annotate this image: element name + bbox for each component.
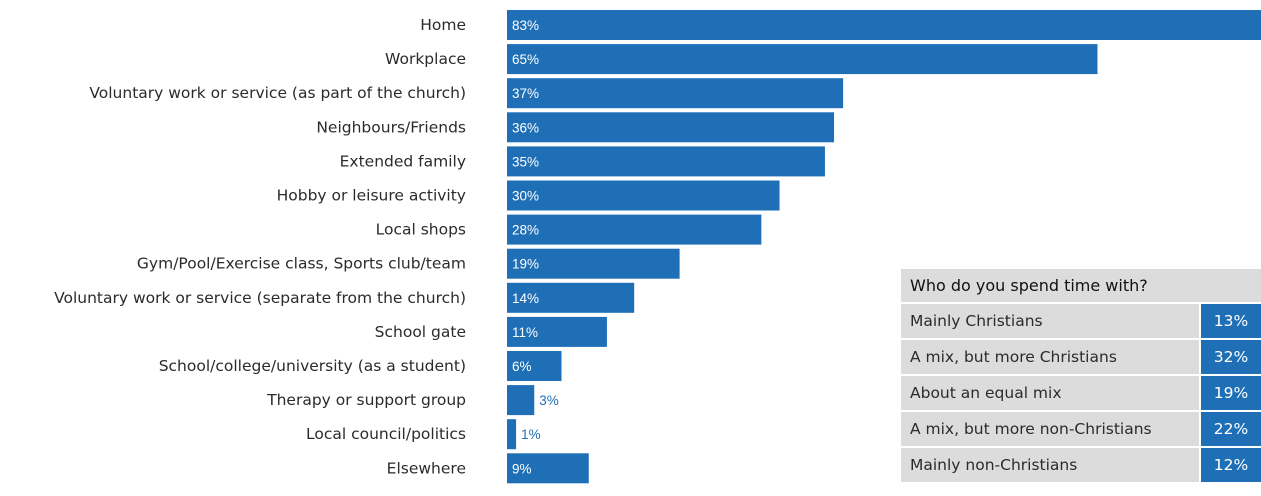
data-label: 6% <box>512 359 532 374</box>
data-label: 28% <box>512 223 539 238</box>
data-label: 35% <box>512 154 539 169</box>
table-row-value: 13% <box>1201 304 1261 338</box>
table-row-value: 12% <box>1201 448 1261 482</box>
time-with-table: Who do you spend time with? Mainly Chris… <box>901 269 1261 484</box>
category-label: Voluntary work or service (separate from… <box>54 289 466 307</box>
table-row-label: A mix, but more non-Christians <box>901 412 1199 446</box>
category-label: Neighbours/Friends <box>316 118 466 136</box>
category-label: Local council/politics <box>306 425 466 443</box>
data-label: 83% <box>512 18 539 33</box>
table-row-value: 22% <box>1201 412 1261 446</box>
data-label: 3% <box>539 393 559 408</box>
category-label: Elsewhere <box>387 459 466 477</box>
data-label: 9% <box>512 461 532 476</box>
bar <box>507 419 517 450</box>
data-label: 65% <box>512 52 539 67</box>
category-label: Hobby or leisure activity <box>277 187 466 205</box>
table-row: Mainly non-Christians 12% <box>901 448 1261 482</box>
bar <box>507 180 780 211</box>
bar <box>507 112 835 143</box>
data-label: 14% <box>512 291 539 306</box>
category-label: Gym/Pool/Exercise class, Sports club/tea… <box>137 255 466 273</box>
table-row-label: A mix, but more Christians <box>901 340 1199 374</box>
bar <box>507 146 825 177</box>
bar <box>507 248 680 279</box>
bar <box>507 385 535 416</box>
bar <box>507 78 844 109</box>
bar <box>507 351 562 381</box>
table-title: Who do you spend time with? <box>901 269 1261 302</box>
table-row-label: Mainly Christians <box>901 304 1199 338</box>
data-label: 30% <box>512 189 539 204</box>
data-label: 36% <box>512 120 539 135</box>
bar <box>507 10 1261 40</box>
table-row: A mix, but more Christians 32% <box>901 340 1261 374</box>
table-row-label: About an equal mix <box>901 376 1199 410</box>
data-label: 11% <box>512 325 538 340</box>
category-label: Voluntary work or service (as part of th… <box>89 84 466 102</box>
category-label: Local shops <box>376 221 466 239</box>
table-row: About an equal mix 19% <box>901 376 1261 410</box>
table-row: A mix, but more non-Christians 22% <box>901 412 1261 446</box>
bar <box>507 44 1098 75</box>
data-label: 37% <box>512 86 539 101</box>
category-label: School/college/university (as a student) <box>159 357 466 375</box>
table-row-value: 32% <box>1201 340 1261 374</box>
table-row: Mainly Christians 13% <box>901 304 1261 338</box>
category-label: Workplace <box>385 50 466 68</box>
category-label: Extended family <box>340 152 466 170</box>
category-label: Therapy or support group <box>266 391 466 409</box>
category-label: School gate <box>375 323 466 341</box>
bar <box>507 453 589 484</box>
table-row-label: Mainly non-Christians <box>901 448 1199 482</box>
bar <box>507 214 762 245</box>
bar <box>507 316 607 347</box>
table-row-value: 19% <box>1201 376 1261 410</box>
data-label: 19% <box>512 257 539 272</box>
bar <box>507 282 635 313</box>
data-label: 1% <box>521 427 541 442</box>
category-label: Home <box>420 16 466 34</box>
